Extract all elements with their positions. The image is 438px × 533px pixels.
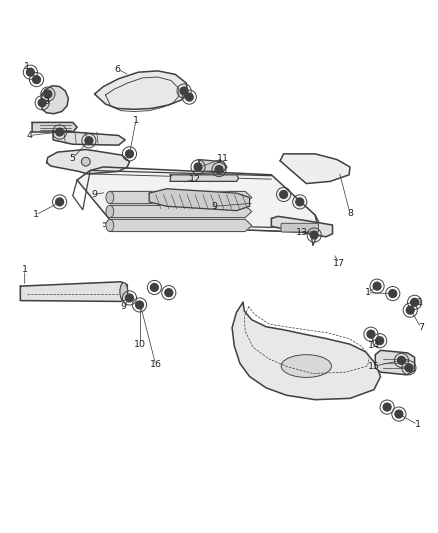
Text: 5: 5: [70, 154, 76, 163]
Polygon shape: [77, 167, 319, 232]
Polygon shape: [46, 149, 130, 174]
Circle shape: [395, 410, 403, 418]
Circle shape: [215, 166, 223, 174]
Text: 9: 9: [92, 190, 98, 199]
Circle shape: [56, 198, 64, 206]
Polygon shape: [53, 131, 125, 145]
Circle shape: [56, 128, 64, 136]
Polygon shape: [149, 189, 250, 211]
Circle shape: [32, 76, 40, 84]
Text: 7: 7: [418, 323, 424, 332]
Ellipse shape: [106, 205, 114, 217]
Polygon shape: [170, 175, 239, 181]
Circle shape: [398, 357, 406, 364]
Ellipse shape: [120, 282, 128, 301]
Circle shape: [194, 163, 202, 171]
Text: 8: 8: [347, 209, 353, 218]
Text: 13: 13: [296, 228, 308, 237]
Polygon shape: [280, 154, 350, 183]
Text: 12: 12: [189, 175, 201, 184]
Circle shape: [185, 93, 193, 101]
Ellipse shape: [106, 220, 114, 231]
Circle shape: [136, 301, 144, 309]
Circle shape: [367, 330, 375, 338]
Circle shape: [280, 190, 288, 198]
Circle shape: [376, 337, 384, 345]
Polygon shape: [110, 205, 252, 217]
Circle shape: [85, 137, 93, 144]
Text: 1: 1: [22, 265, 28, 274]
Polygon shape: [232, 302, 381, 400]
Circle shape: [180, 87, 188, 95]
Circle shape: [165, 289, 173, 297]
FancyBboxPatch shape: [281, 223, 318, 232]
Text: 1: 1: [32, 211, 39, 220]
Text: 1: 1: [415, 420, 420, 429]
Text: 9: 9: [212, 202, 218, 211]
Text: 17: 17: [333, 259, 345, 268]
Text: 4: 4: [26, 131, 32, 140]
Text: 3: 3: [43, 97, 49, 106]
Circle shape: [150, 284, 158, 292]
Circle shape: [373, 282, 381, 290]
Polygon shape: [375, 350, 415, 375]
Circle shape: [126, 294, 134, 302]
Circle shape: [405, 364, 413, 372]
Polygon shape: [110, 220, 252, 231]
Text: 1: 1: [364, 288, 371, 297]
Text: 6: 6: [115, 64, 121, 74]
Text: 9: 9: [120, 302, 126, 311]
Text: 10: 10: [134, 340, 146, 349]
Polygon shape: [272, 216, 332, 237]
Text: 15: 15: [368, 361, 380, 370]
Polygon shape: [110, 191, 252, 204]
Ellipse shape: [106, 191, 114, 204]
Text: 1: 1: [133, 116, 139, 125]
Circle shape: [81, 157, 90, 166]
Circle shape: [383, 403, 391, 411]
Circle shape: [389, 289, 397, 297]
Ellipse shape: [281, 354, 332, 377]
Circle shape: [126, 150, 134, 158]
Text: 11: 11: [217, 154, 230, 163]
Polygon shape: [32, 123, 77, 132]
Text: 1: 1: [417, 298, 423, 307]
Circle shape: [26, 68, 34, 76]
Circle shape: [296, 198, 304, 206]
Text: 1: 1: [24, 62, 30, 71]
Circle shape: [310, 231, 318, 239]
Polygon shape: [20, 282, 127, 302]
Polygon shape: [95, 71, 187, 109]
Circle shape: [44, 90, 52, 98]
Polygon shape: [41, 86, 68, 114]
Circle shape: [406, 306, 414, 314]
Circle shape: [38, 99, 46, 107]
Text: 14: 14: [368, 342, 380, 351]
Circle shape: [411, 298, 419, 306]
Text: 16: 16: [150, 360, 162, 369]
Polygon shape: [198, 159, 227, 171]
